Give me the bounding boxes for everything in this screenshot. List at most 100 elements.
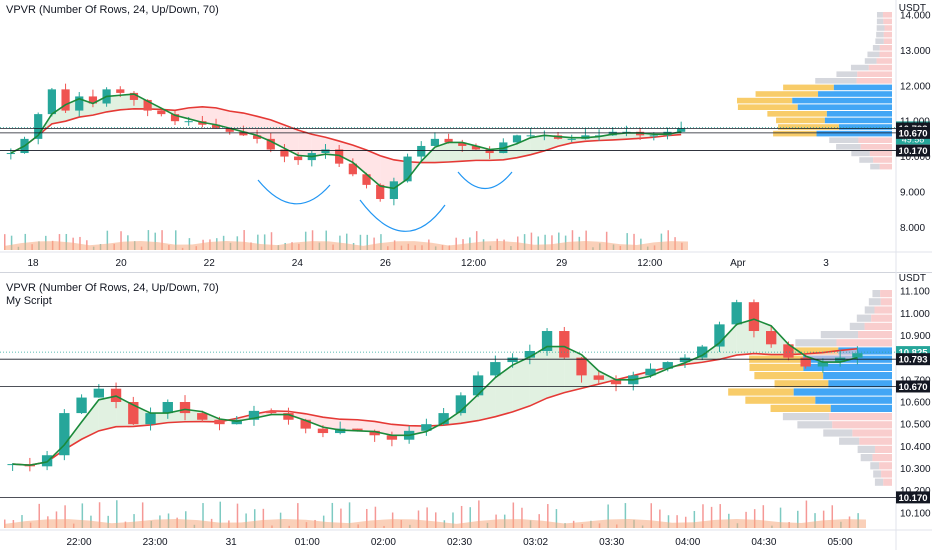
vpvr-up-bar [833, 84, 892, 91]
volume-bar [359, 234, 362, 250]
candle-body [817, 362, 829, 367]
vpvr-down-bar [836, 144, 861, 150]
x-tick-label: 26 [380, 258, 392, 269]
ma-cloud-fill [298, 130, 312, 157]
volume-bar [547, 504, 549, 528]
volume-bar [676, 515, 678, 528]
candle-body [47, 89, 56, 115]
ma-cloud-fill [448, 142, 463, 163]
volume-bar [253, 509, 256, 528]
candle-body [266, 138, 275, 150]
vpvr-down-bar [829, 137, 859, 143]
candle-body [593, 375, 604, 380]
candle-body [75, 96, 84, 111]
volume-bar [98, 502, 101, 528]
volume-bar [831, 505, 834, 528]
vpvr-up-bar [879, 45, 892, 51]
head-arc [359, 199, 446, 232]
top-price-chart[interactable]: 10.82549:5810.79310.67010.17014.00013.00… [0, 0, 932, 272]
volume-bar [460, 505, 463, 528]
volume-bar [702, 504, 704, 528]
vpvr-up-bar [838, 347, 892, 355]
volume-bar [435, 512, 437, 528]
x-tick-label: 22 [204, 258, 216, 269]
ma-cloud-fill [98, 396, 117, 431]
volume-bar [331, 502, 334, 528]
candle-body [88, 96, 98, 104]
x-tick-label: 20 [116, 258, 128, 269]
y-tick-label: 10.400 [900, 442, 931, 453]
volume-bar [814, 513, 816, 528]
vpvr-down-bar [849, 322, 865, 330]
volume-bar [262, 508, 265, 528]
vpvr-up-bar [883, 31, 892, 38]
candle-body [145, 413, 156, 425]
x-tick-label: 04:00 [675, 537, 700, 548]
bottom-chart-title: VPVR (Number Of Rows, 24, Up/Down, 70) [6, 282, 219, 294]
volume-bar [64, 505, 66, 528]
vpvr-up-bar [828, 380, 892, 388]
volume-bar [779, 507, 782, 528]
x-tick-label: 03:02 [523, 537, 548, 548]
candle-body [362, 174, 371, 185]
volume-bar [373, 237, 375, 250]
y-tick-label: 8.000 [900, 223, 925, 234]
volume-bar [478, 500, 480, 528]
volume-bar [469, 507, 471, 528]
volume-bar [626, 233, 628, 250]
ma-cloud-fill [216, 107, 230, 129]
volume-bar [512, 502, 515, 528]
candle-body [662, 362, 673, 369]
vpvr-down-bar [874, 478, 884, 486]
volume-bar [65, 233, 68, 250]
vpvr-down-bar [876, 18, 884, 25]
volume-bar [417, 510, 420, 528]
slow-ma-line [10, 105, 682, 164]
volume-bar [133, 514, 135, 528]
vpvr-down-bar [815, 78, 857, 84]
volume-bar [219, 501, 221, 528]
vpvr-up-bar [823, 372, 892, 380]
vpvr-down-bar [875, 38, 884, 44]
vpvr-up-bar [883, 38, 892, 44]
volume-bar [640, 238, 642, 250]
volume-bar [452, 512, 454, 528]
ma-cloud-fill [512, 356, 530, 412]
candle-body [266, 410, 277, 414]
vpvr-up-bar [824, 117, 892, 124]
candle-body [455, 395, 467, 414]
price-label-bg [896, 144, 930, 157]
candle-body [214, 419, 225, 425]
vpvr-down-bar [872, 45, 880, 51]
volume-bar [346, 233, 348, 250]
volume-bar [551, 235, 553, 250]
ma-cloud-fill [322, 417, 341, 431]
candle-body [335, 149, 344, 164]
candle-body [179, 402, 191, 414]
vpvr-down-bar [737, 97, 793, 104]
volume-bar [571, 230, 574, 250]
candle-body [76, 397, 87, 414]
ma-cloud-fill [380, 155, 394, 189]
vpvr-down-bar [850, 64, 869, 71]
y-tick-label: 10.500 [900, 420, 931, 431]
volume-bar [366, 234, 369, 250]
candle-body [376, 184, 385, 200]
candle-body [34, 114, 43, 139]
candle-body [143, 99, 152, 111]
y-tick-label: 10.300 [900, 464, 931, 475]
volume-ma-area [4, 519, 866, 528]
candle-body [471, 145, 481, 150]
volume-bar [753, 509, 756, 528]
slow-ma-line [12, 347, 858, 467]
candle-body [59, 413, 70, 456]
volume-bar [141, 502, 144, 528]
candle-body [300, 419, 311, 429]
y-tick-label: 10.200 [900, 486, 931, 497]
volume-bar [263, 234, 266, 250]
volume-bar [710, 506, 713, 528]
price-label: 10.793 [896, 353, 930, 366]
volume-bar [297, 503, 299, 528]
candle-body [93, 388, 104, 398]
